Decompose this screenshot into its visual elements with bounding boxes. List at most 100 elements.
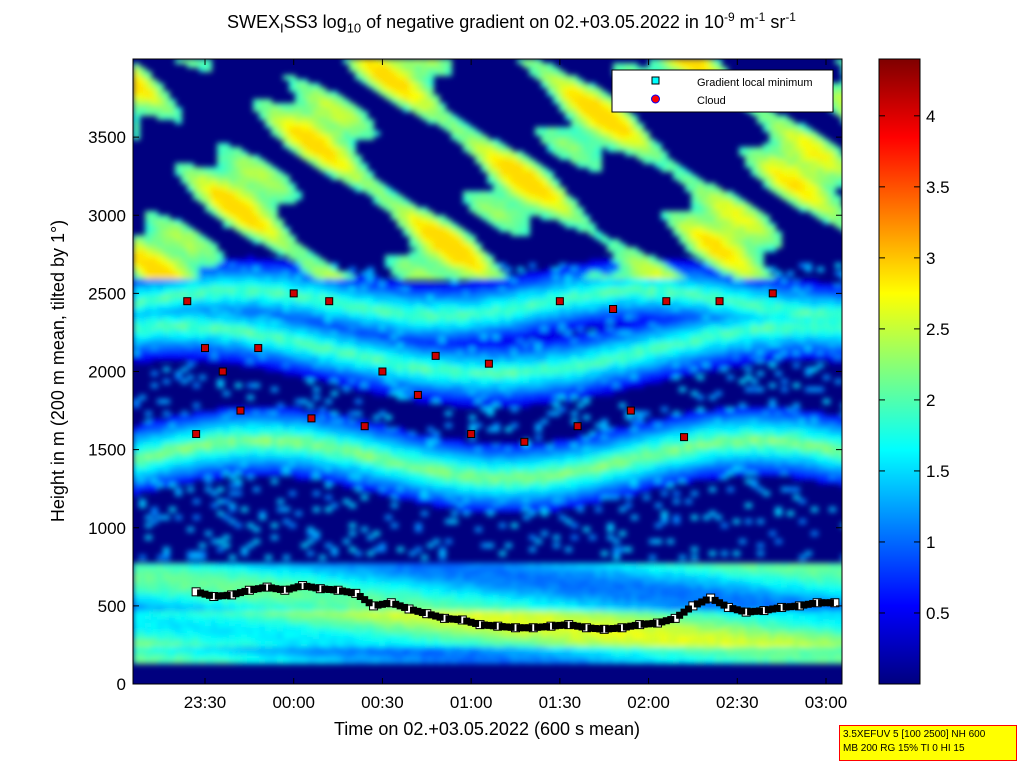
heatmap-cell [265,239,272,244]
heatmap-cell [343,307,350,312]
heatmap-cell [337,155,344,160]
heatmap-cell [349,523,356,528]
heatmap-cell [193,231,200,236]
heatmap-cell [313,367,320,372]
heatmap-cell [283,439,290,444]
heatmap-cell [157,299,164,304]
heatmap-cell [157,83,164,88]
heatmap-cell [331,319,338,324]
heatmap-cell [289,411,296,416]
heatmap-cell [301,367,308,372]
heatmap-cell [325,375,332,380]
heatmap-cell [301,291,308,296]
heatmap-cell [265,311,272,316]
heatmap-cell [325,567,332,572]
heatmap-cell [145,595,152,600]
heatmap-cell [289,83,296,88]
heatmap-cell [211,259,218,264]
heatmap-cell [313,259,320,264]
heatmap-cell [331,139,338,144]
heatmap-cell [223,571,230,576]
heatmap-cell [235,311,242,316]
heatmap-cell [217,579,224,584]
heatmap-cell [283,571,290,576]
heatmap-cell [259,659,266,664]
heatmap-cell [247,347,254,352]
heatmap-cell [277,423,284,428]
heatmap-cell [229,303,236,308]
heatmap-cell [235,299,242,304]
heatmap-cell [211,331,218,336]
heatmap-cell [139,355,146,360]
heatmap-cell [205,243,212,248]
heatmap-cell [151,511,158,516]
heatmap-cell [433,275,440,280]
heatmap-cell [187,243,194,248]
heatmap-cell [271,471,278,476]
heatmap-cell [199,59,206,64]
heatmap-cell [205,459,212,464]
heatmap-cell [283,307,290,312]
heatmap-cell [217,583,224,588]
heatmap-cell [133,331,140,336]
heatmap-cell [133,235,140,240]
heatmap-cell [331,451,338,456]
heatmap-cell [343,291,350,296]
heatmap-cell [229,327,236,332]
heatmap-cell [223,535,230,540]
heatmap-cell [151,571,158,576]
heatmap-cell [271,287,278,292]
heatmap-cell [199,239,206,244]
heatmap-cell [253,315,260,320]
heatmap-cell [265,103,272,108]
heatmap-cell [259,651,266,656]
heatmap-cell [235,639,242,644]
heatmap-cell [217,415,224,420]
heatmap-cell [277,367,284,372]
heatmap-cell [319,467,326,472]
heatmap-cell [211,323,218,328]
heatmap-cell [169,99,176,104]
heatmap-cell [163,223,170,228]
heatmap-cell [187,231,194,236]
heatmap-cell [187,335,194,340]
heatmap-cell [145,319,152,324]
heatmap-cell [301,451,308,456]
heatmap-cell [259,323,266,328]
heatmap-cell [295,563,302,568]
heatmap-cell [277,411,284,416]
heatmap-cell [151,643,158,648]
heatmap-cell [217,299,224,304]
heatmap-cell [265,471,272,476]
heatmap-cell [337,359,344,364]
heatmap-cell [319,159,326,164]
heatmap-cell [175,635,182,640]
heatmap-cell [289,107,296,112]
heatmap-cell [295,659,302,664]
heatmap-cell [181,271,188,276]
heatmap-cell [259,355,266,360]
heatmap-cell [235,659,242,664]
heatmap-cell [151,647,158,652]
heatmap-cell [391,503,398,508]
heatmap-cell [349,483,356,488]
heatmap-cell [325,459,332,464]
heatmap-cell [151,483,158,488]
heatmap-cell [337,639,344,644]
heatmap-cell [229,215,236,220]
heatmap-cell [307,91,314,96]
heatmap-cell [331,327,338,332]
heatmap-cell [295,423,302,428]
heatmap-cell [211,339,218,344]
heatmap-cell [295,251,302,256]
heatmap-cell [211,315,218,320]
heatmap-cell [181,315,188,320]
heatmap-cell [217,191,224,196]
heatmap-cell [385,515,392,520]
heatmap-cell [271,115,278,120]
heatmap-cell [319,371,326,376]
heatmap-cell [157,279,164,284]
heatmap-cell [247,351,254,356]
heatmap-cell [181,267,188,272]
heatmap-cell [229,151,236,156]
